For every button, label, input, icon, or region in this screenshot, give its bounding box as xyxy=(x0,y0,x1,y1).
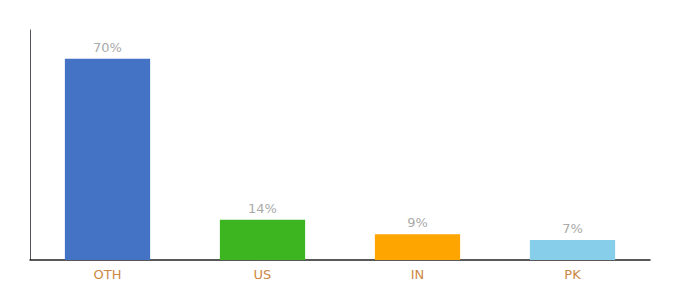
svg-text:14%: 14% xyxy=(248,201,277,216)
svg-text:7%: 7% xyxy=(562,221,583,236)
svg-text:OTH: OTH xyxy=(94,267,122,282)
svg-text:PK: PK xyxy=(564,267,581,282)
svg-text:IN: IN xyxy=(411,267,425,282)
svg-text:9%: 9% xyxy=(407,215,428,230)
svg-text:70%: 70% xyxy=(93,40,122,55)
svg-text:US: US xyxy=(254,267,272,282)
